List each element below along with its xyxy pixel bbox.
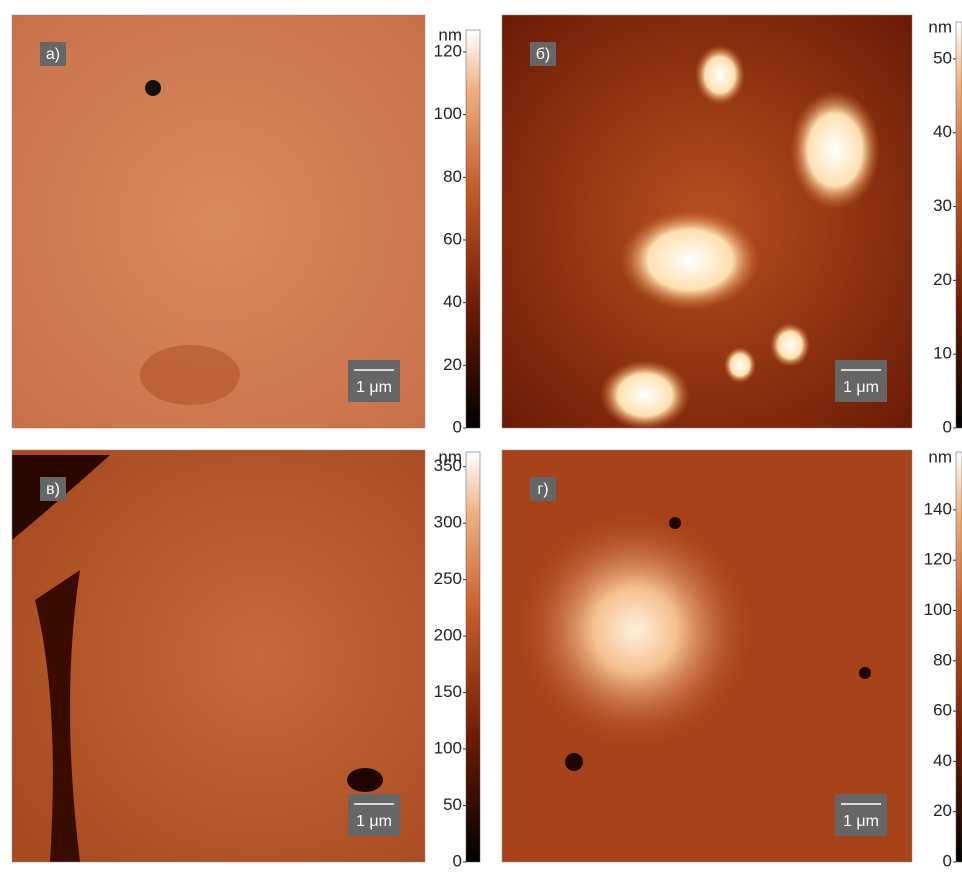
colorbar-tick-label: 50 bbox=[933, 48, 952, 67]
colorbar-tick-label: 20 bbox=[933, 270, 952, 289]
colorbar-tick-label: 80 bbox=[933, 650, 952, 669]
colorbar-tick-label: 100 bbox=[434, 739, 462, 758]
colorbar-tick-label: 200 bbox=[434, 626, 462, 645]
colorbar-tick-label: 40 bbox=[933, 122, 952, 141]
colorbar-tick-label: 10 bbox=[933, 344, 952, 363]
colorbar bbox=[466, 30, 480, 428]
colorbar-tick-label: 0 bbox=[453, 417, 462, 436]
colorbar-tick-label: 80 bbox=[443, 167, 462, 186]
colorbar bbox=[956, 452, 962, 862]
page: а) 1 μm nm 0 20 40 60 80 100 120 б) 1 μm nm 0 10 20 30 40… bbox=[0, 0, 962, 872]
colorbar-tick-label: 0 bbox=[943, 417, 952, 436]
colorbar-tick-label: 40 bbox=[933, 751, 952, 770]
colorbar-tick-label: 100 bbox=[924, 600, 952, 619]
colorbar-tick-label: 60 bbox=[933, 701, 952, 720]
panel-label: б) bbox=[536, 46, 551, 63]
colorbar-tick-label: 0 bbox=[943, 851, 952, 867]
colorbar bbox=[956, 22, 962, 428]
colorbar-tick-label: 50 bbox=[443, 795, 462, 814]
colorbar-tick-label: 40 bbox=[443, 292, 462, 311]
colorbar-tick-label: 250 bbox=[434, 569, 462, 588]
colorbar-unit: nm bbox=[928, 17, 952, 36]
scale-bar-label: 1 μm bbox=[843, 379, 879, 396]
colorbar-tick-label: 150 bbox=[434, 682, 462, 701]
colorbar-tick-label: 20 bbox=[443, 355, 462, 374]
colorbar bbox=[466, 452, 480, 862]
colorbar-tick-label: 120 bbox=[434, 41, 462, 60]
panel-label: г) bbox=[537, 481, 548, 498]
colorbar-tick-label: 120 bbox=[924, 550, 952, 569]
colorbar-tick-label: 60 bbox=[443, 229, 462, 248]
colorbar-tick-label: 140 bbox=[924, 499, 952, 518]
colorbar-tick-label: 30 bbox=[933, 196, 952, 215]
figure: а) 1 μm nm 0 20 40 60 80 100 120 б) 1 μm nm 0 10 20 30 40… bbox=[0, 0, 962, 867]
colorbar-tick-label: 100 bbox=[434, 104, 462, 123]
panel-label: в) bbox=[46, 481, 60, 498]
colorbar-tick-label: 300 bbox=[434, 513, 462, 532]
scale-bar-label: 1 μm bbox=[843, 813, 879, 830]
colorbar-unit: nm bbox=[928, 447, 952, 466]
colorbar-tick-label: 0 bbox=[453, 851, 462, 867]
colorbar-tick-label: 20 bbox=[933, 801, 952, 820]
panel-label: а) bbox=[46, 46, 60, 63]
scale-bar-label: 1 μm bbox=[356, 813, 392, 830]
scale-bar-label: 1 μm bbox=[356, 379, 392, 396]
colorbar-tick-label: 350 bbox=[434, 456, 462, 475]
